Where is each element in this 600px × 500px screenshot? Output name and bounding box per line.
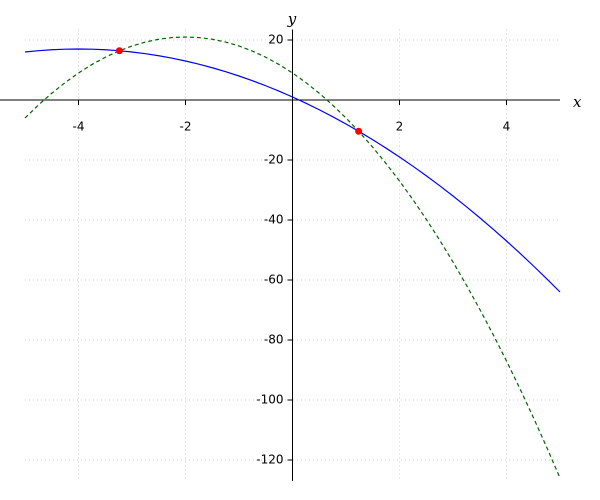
x-tick-label: -4 (73, 120, 85, 134)
y-tick-label: -80 (264, 333, 284, 347)
x-axis-label: x (573, 93, 582, 111)
y-axis-label: y (287, 10, 297, 28)
y-tick-label: -40 (264, 213, 284, 227)
x-tick-label: 2 (396, 120, 404, 134)
y-tick-label: -100 (256, 393, 283, 407)
x-tick-label: -2 (180, 120, 192, 134)
y-tick-label: 20 (268, 33, 283, 47)
x-tick-label: 4 (503, 120, 511, 134)
curve (24, 36, 561, 479)
y-tick-label: -120 (256, 453, 283, 467)
y-tick-label: -60 (264, 273, 284, 287)
intersection-point (115, 47, 123, 55)
intersection-point (355, 127, 363, 135)
curve (24, 48, 561, 293)
y-tick-label: -20 (264, 153, 284, 167)
